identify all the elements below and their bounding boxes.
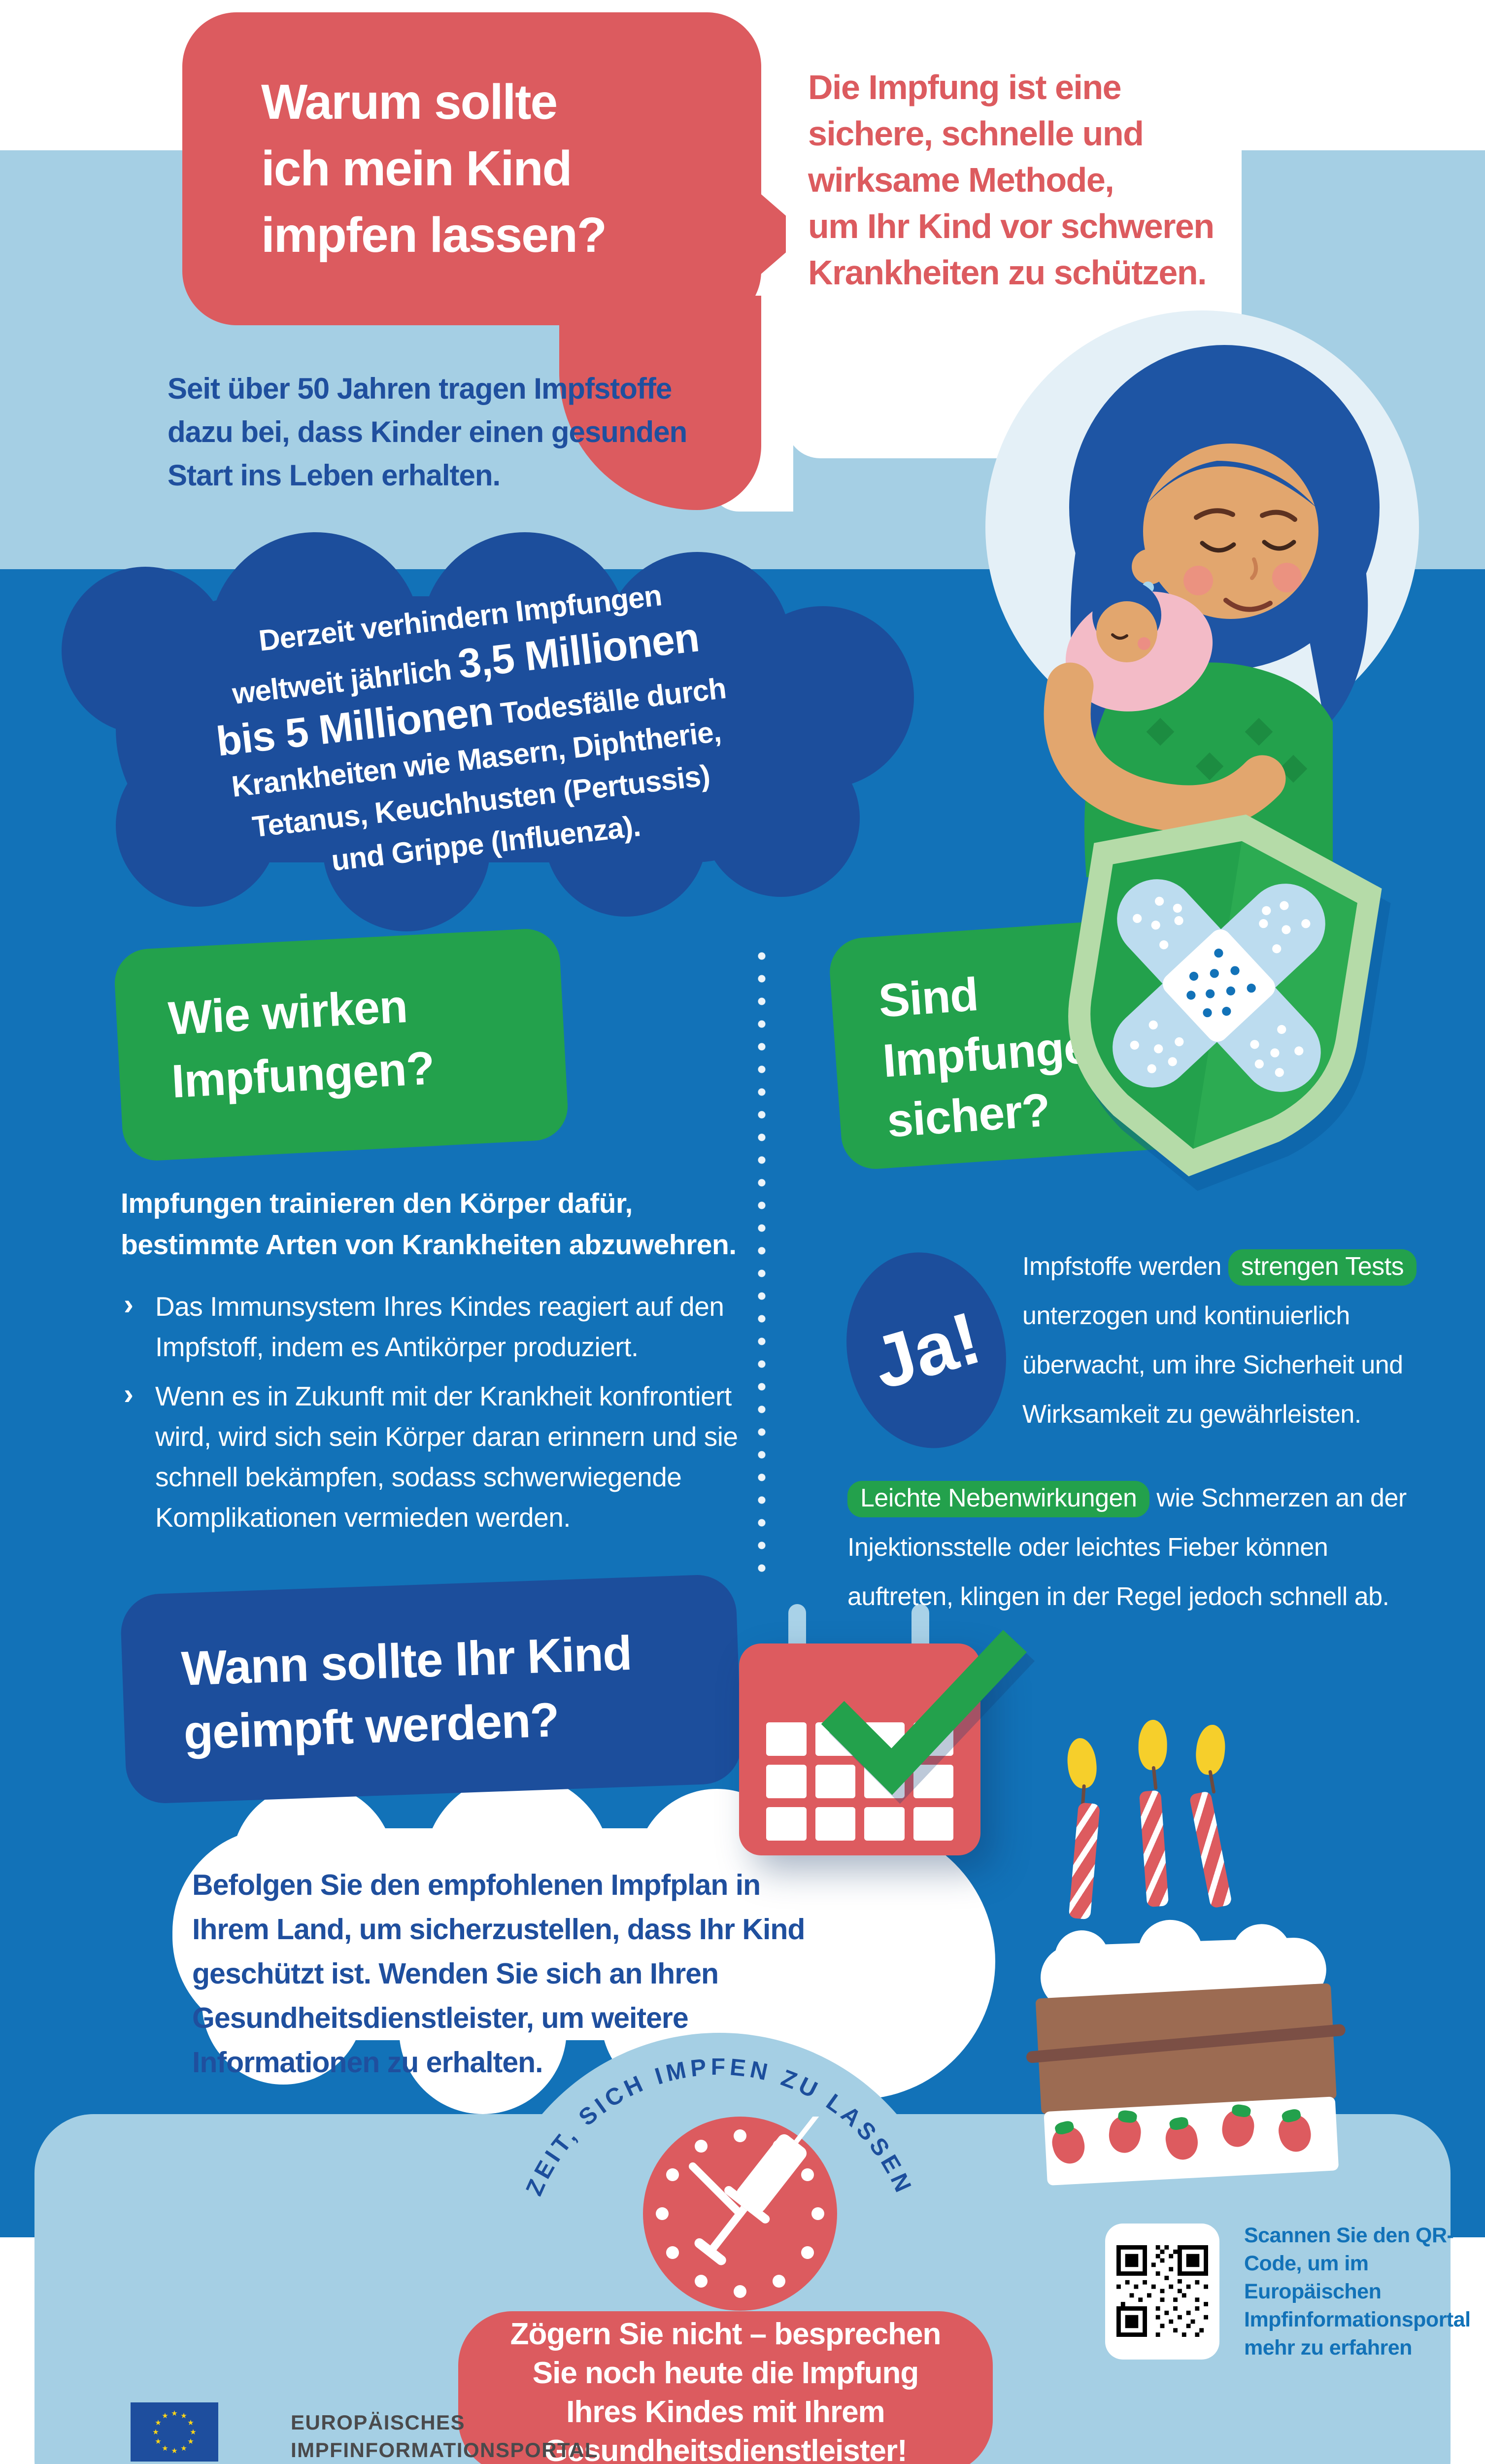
svg-text:★: ★ — [162, 2412, 168, 2420]
svg-text:★: ★ — [180, 2444, 187, 2453]
svg-text:★: ★ — [171, 2447, 177, 2455]
birthday-cake-icon — [1017, 1710, 1348, 2186]
section-when-heading-box: Wann sollte Ihr Kind geimpft werden? — [119, 1574, 743, 1805]
calendar-check-icon — [739, 1597, 1054, 1922]
cta-bubble: Zögern Sie nicht – besprechen Sie noch h… — [458, 2311, 993, 2464]
page-title: Warum sollte ich mein Kind impfen lassen… — [261, 74, 607, 263]
section-how-title: Wie wirken Impfungen? — [167, 980, 436, 1108]
svg-text:★: ★ — [187, 2419, 194, 2427]
safe-paragraph-2: Leichte Nebenwirkungen wie Schmerzen an … — [847, 1473, 1429, 1621]
svg-text:★: ★ — [171, 2409, 177, 2418]
when-paragraph: Befolgen Sie den empfohlenen Impfplan in… — [192, 1869, 805, 2079]
how-bullets: Das Immunsystem Ihres Kindes reagiert au… — [121, 1284, 781, 1546]
highlight-nebenwirkungen: Leichte Nebenwirkungen — [847, 1481, 1150, 1517]
qr-code-icon — [1116, 2245, 1208, 2337]
portal-logo-text: EUROPÄISCHES IMPFINFORMATIONSPORTAL — [291, 2411, 599, 2462]
safe-paragraph-1: Impfstoffe werden strengen Tests unterzo… — [1022, 1242, 1451, 1439]
svg-text:★: ★ — [155, 2437, 161, 2446]
svg-text:★: ★ — [162, 2444, 168, 2453]
list-item: Das Immunsystem Ihres Kindes reagiert au… — [121, 1284, 781, 1367]
lead-statement: Die Impfung ist eine sichere, schnelle u… — [808, 68, 1215, 292]
how-intro: Impfungen trainieren den Körper dafür, b… — [121, 1188, 737, 1261]
svg-text:★: ★ — [190, 2428, 196, 2436]
shield-bandaid-icon — [1068, 814, 1391, 1191]
svg-text:★: ★ — [152, 2428, 159, 2436]
svg-text:★: ★ — [155, 2419, 161, 2427]
clock-syringe-icon — [643, 2117, 837, 2311]
qr-card — [1105, 2224, 1219, 2360]
svg-text:★: ★ — [187, 2437, 194, 2446]
qr-caption: Scannen Sie den QR-Code, um im Europäisc… — [1244, 2224, 1471, 2360]
mother-baby-illustration — [985, 310, 1419, 877]
stats-cloud: Derzeit verhindern Impfungen weltweit jä… — [47, 532, 914, 931]
list-item: Wenn es in Zukunft mit der Krankheit kon… — [121, 1374, 781, 1538]
highlight-strenge-tests: strengen Tests — [1228, 1249, 1417, 1286]
intro-paragraph: Seit über 50 Jahren tragen Impfstoffe da… — [168, 372, 687, 492]
svg-text:★: ★ — [180, 2412, 187, 2420]
title-bubble — [182, 12, 761, 325]
eu-flag-icon: ★ ★★ ★★★ ★★★ ★★★ — [131, 2402, 218, 2462]
section-when-title: Wann sollte Ihr Kind geimpft werden? — [180, 1625, 633, 1760]
section-how-heading-box: Wie wirken Impfungen? — [113, 927, 570, 1163]
